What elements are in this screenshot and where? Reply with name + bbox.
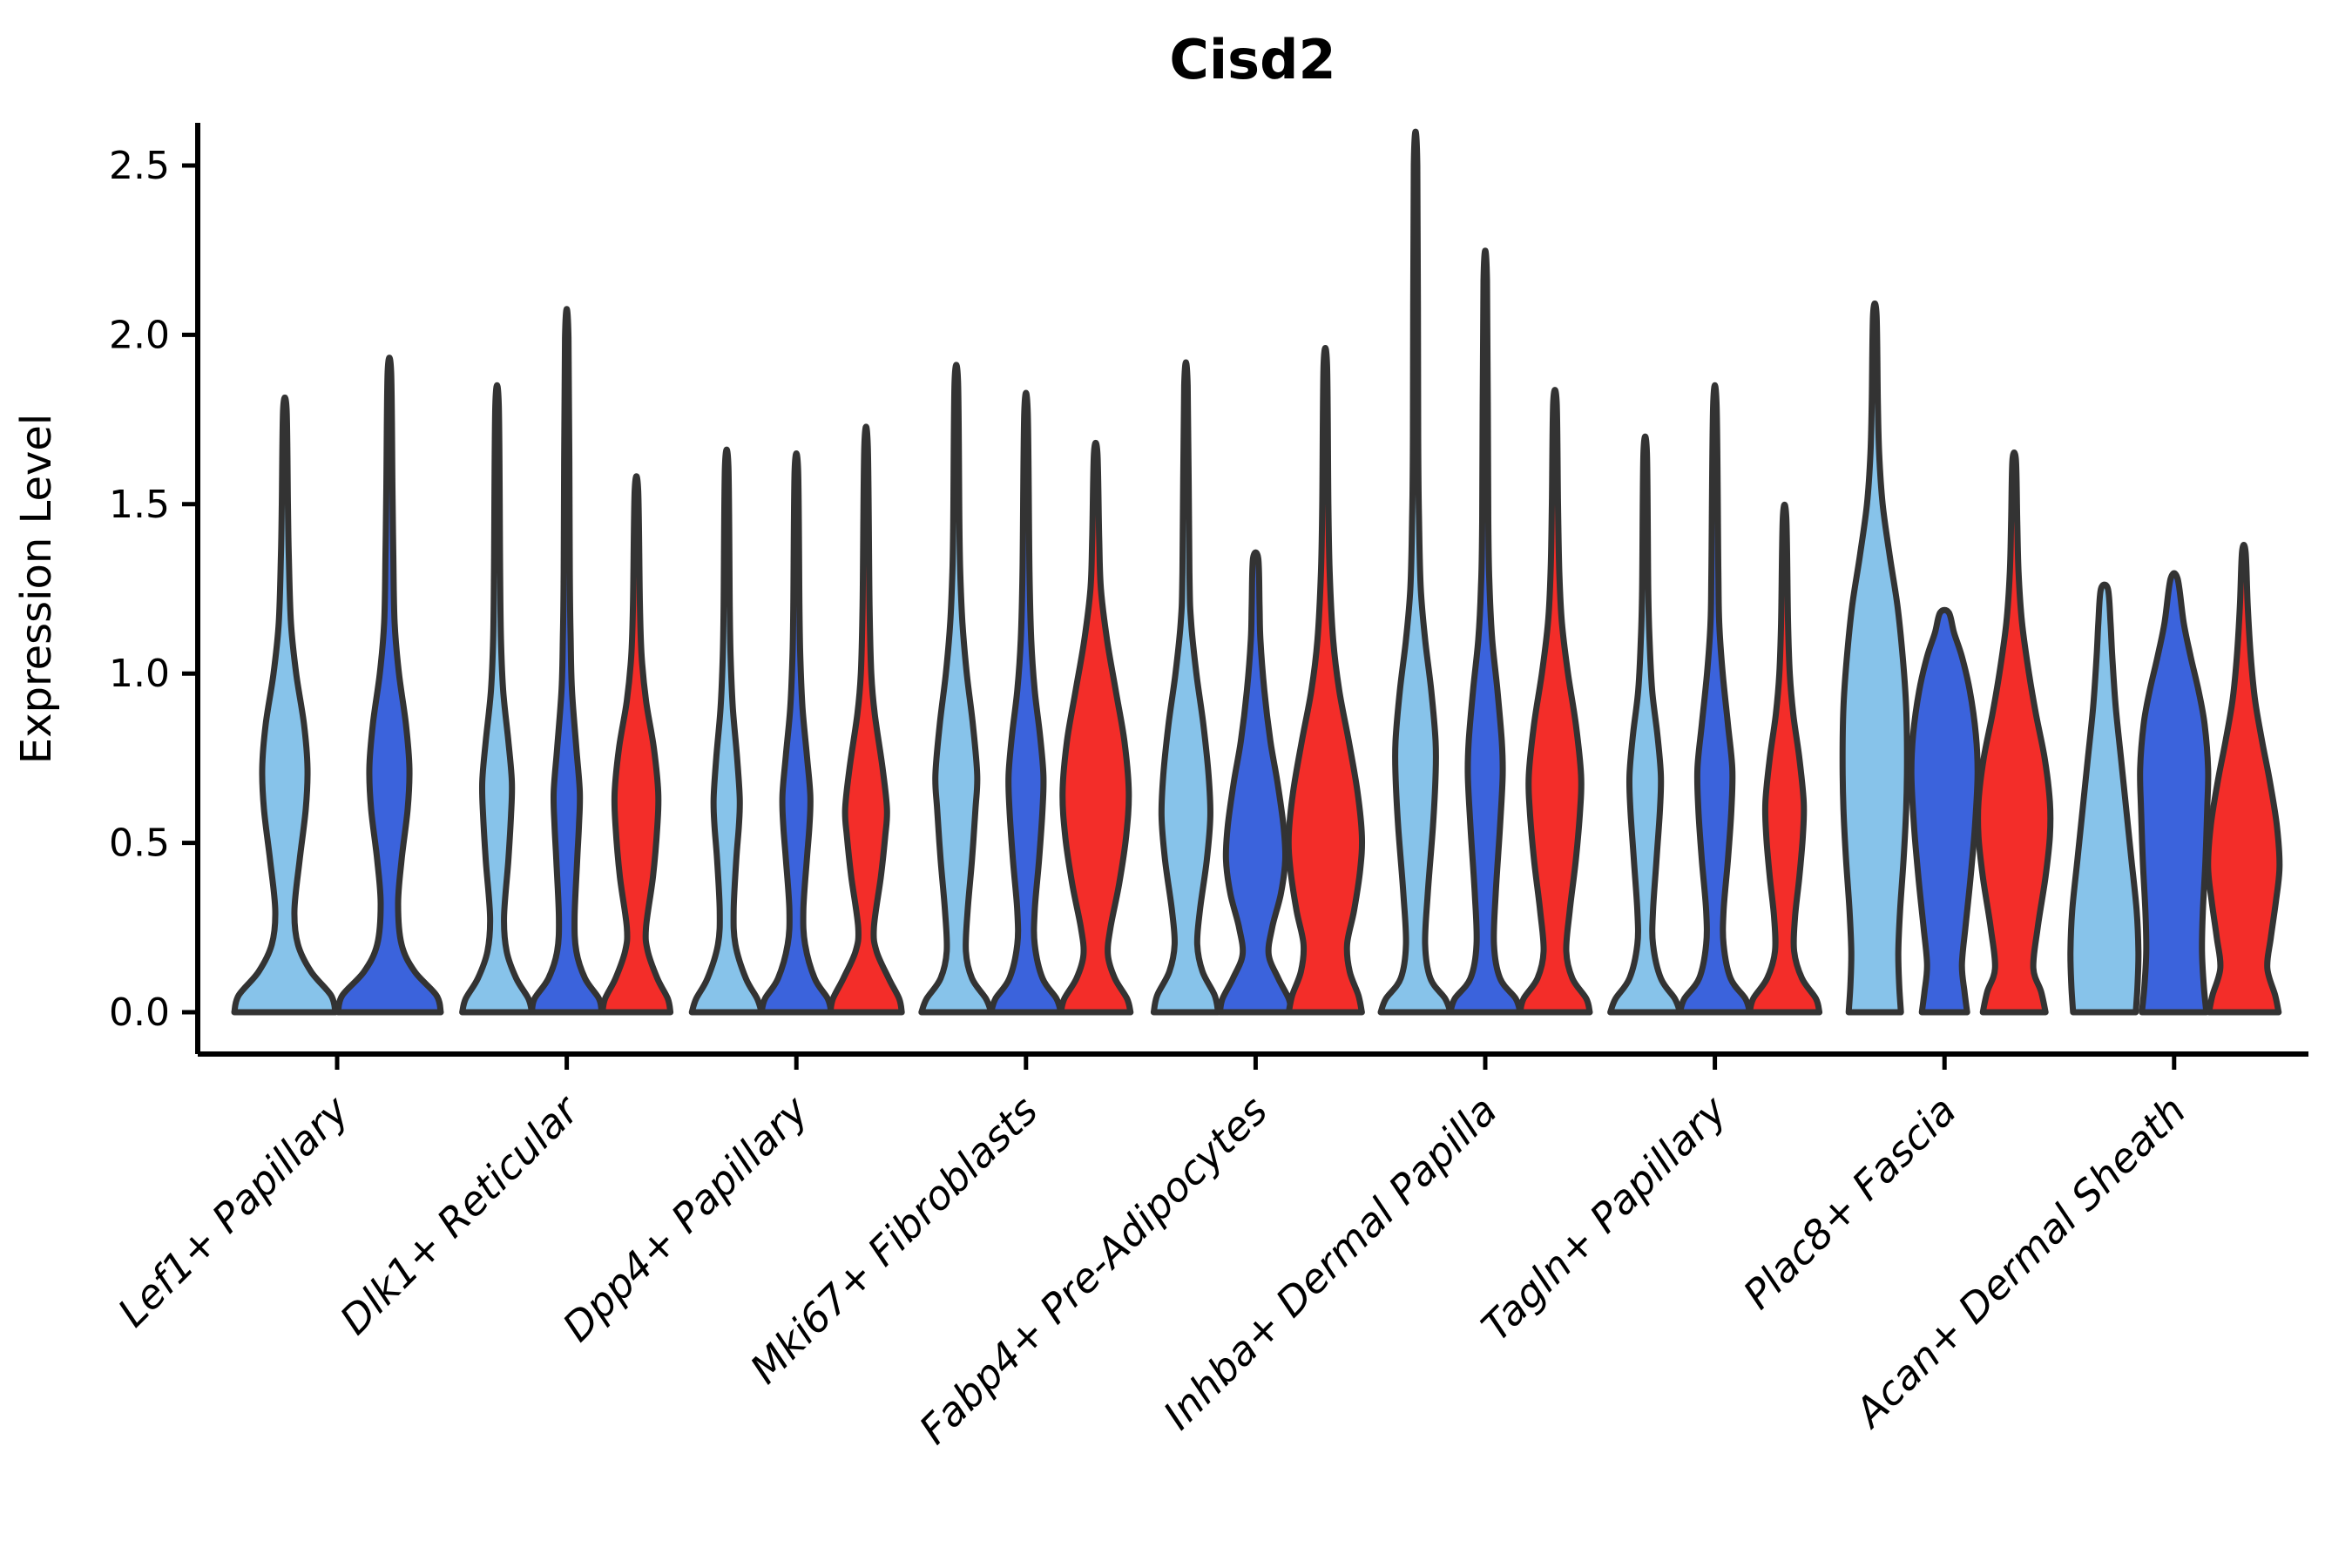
violin-skyblue: [2067, 581, 2142, 1016]
violin-royalblue: [529, 306, 605, 1016]
violin-red: [1285, 344, 1366, 1016]
violin-red: [1058, 439, 1134, 1016]
violin-skyblue: [918, 362, 995, 1016]
x-tick-label: Plac8+ Fascia: [1734, 1087, 1965, 1318]
y-tick-label: 1.5: [109, 483, 170, 527]
violin-royalblue: [1908, 606, 1981, 1016]
violin-red: [827, 423, 905, 1016]
violin-royalblue: [758, 449, 835, 1016]
x-tick-label: Dlk1+ Reticular: [331, 1085, 590, 1343]
x-tick-label: Tagln+ Papillary: [1472, 1086, 1736, 1350]
x-tick-label: Lef1+ Papillary: [109, 1086, 358, 1335]
violin-skyblue: [688, 446, 765, 1016]
y-tick-label: 0.0: [109, 990, 170, 1035]
y-tick-label: 2.5: [109, 144, 170, 188]
violin-red: [1517, 387, 1593, 1016]
chart-title: Cisd2: [1169, 28, 1335, 91]
violin-royalblue: [1677, 382, 1754, 1016]
violin-royalblue: [1447, 247, 1524, 1016]
violin-royalblue: [1216, 549, 1294, 1016]
x-tick-label: Dpp4+ Papillary: [553, 1086, 817, 1350]
y-ticks: 0.0 0.5 1.0 1.5 2.0 2.5: [109, 144, 198, 1035]
violin-red: [2205, 541, 2283, 1016]
y-tick-label: 2.0: [109, 313, 170, 357]
violin-royalblue: [2137, 570, 2212, 1016]
violin-royalblue: [335, 355, 444, 1016]
violin-skyblue: [1607, 433, 1684, 1016]
violin-red: [1975, 449, 2054, 1016]
violin-skyblue: [231, 394, 339, 1016]
y-axis-title: Expression Level: [12, 414, 61, 765]
violin-royalblue: [988, 389, 1064, 1016]
violin-skyblue: [1839, 300, 1910, 1016]
y-tick-label: 0.5: [109, 821, 170, 866]
violin-skyblue: [459, 382, 536, 1016]
violin-red: [1747, 501, 1823, 1016]
violins-layer: [231, 128, 2283, 1016]
violin-red: [599, 473, 674, 1016]
violin-skyblue: [1150, 359, 1221, 1016]
violin-skyblue: [1377, 128, 1454, 1016]
y-tick-label: 1.0: [109, 652, 170, 696]
